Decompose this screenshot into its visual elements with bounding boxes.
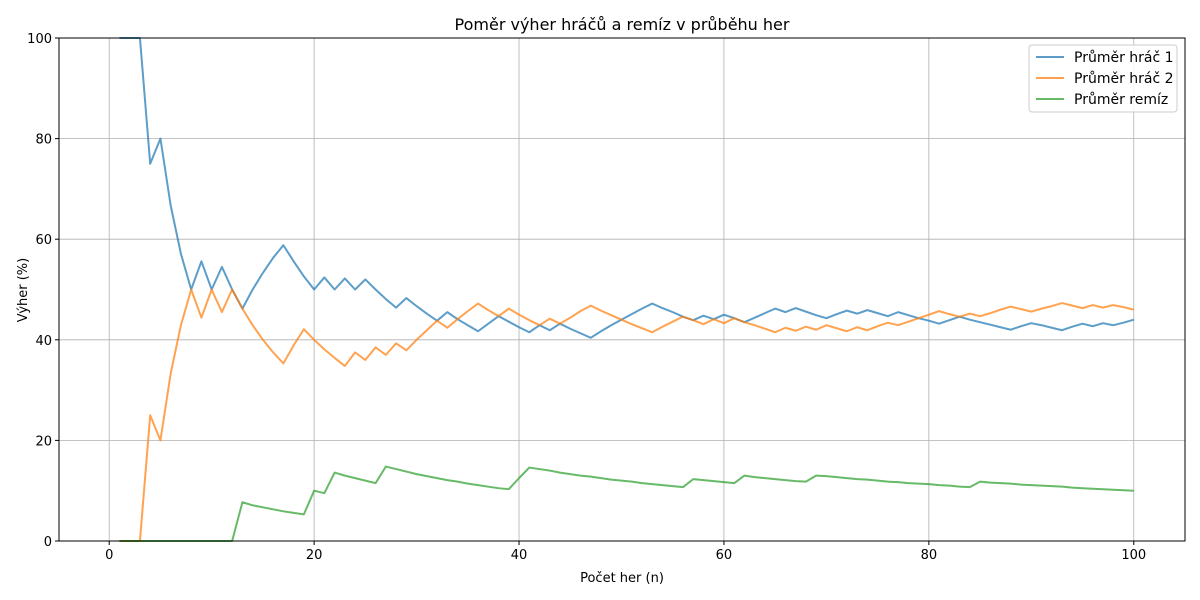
x-tick-label: 80 bbox=[921, 548, 938, 563]
x-tick-label: 40 bbox=[511, 548, 528, 563]
series-lines bbox=[119, 37, 1135, 542]
y-tick-label: 100 bbox=[27, 32, 52, 47]
axis-ticks: 0 20 40 60 80 100 0 20 40 60 80 100 bbox=[27, 32, 1146, 563]
x-tick-label: 0 bbox=[105, 548, 113, 563]
legend-label-player1: Průměr hráč 1 bbox=[1074, 50, 1174, 66]
grid bbox=[59, 37, 1185, 542]
y-tick-label: 40 bbox=[35, 334, 52, 349]
chart-title: Poměr výher hráčů a remíz v průběhu her bbox=[455, 15, 790, 34]
legend-box bbox=[1028, 44, 1178, 113]
x-axis-label: Počet her (n) bbox=[580, 571, 664, 586]
series-line-player2 bbox=[119, 288, 1135, 542]
x-tick-label: 100 bbox=[1121, 548, 1146, 563]
y-tick-label: 60 bbox=[35, 233, 52, 248]
legend-label-player2: Průměr hráč 2 bbox=[1074, 71, 1174, 87]
y-axis-label: Výher (%) bbox=[16, 258, 31, 322]
x-tick-label: 20 bbox=[306, 548, 323, 563]
series-line-draws bbox=[119, 465, 1134, 542]
legend-label-draws: Průměr remíz bbox=[1074, 92, 1168, 108]
legend: Průměr hráč 1 Průměr hráč 2 Průměr remíz bbox=[1028, 44, 1178, 113]
y-tick-label: 0 bbox=[44, 535, 52, 550]
x-tick-label: 60 bbox=[716, 548, 733, 563]
series-line-player1 bbox=[119, 37, 1135, 339]
plot-frame bbox=[58, 37, 1186, 542]
y-tick-label: 80 bbox=[35, 133, 52, 148]
y-tick-label: 20 bbox=[35, 434, 52, 449]
